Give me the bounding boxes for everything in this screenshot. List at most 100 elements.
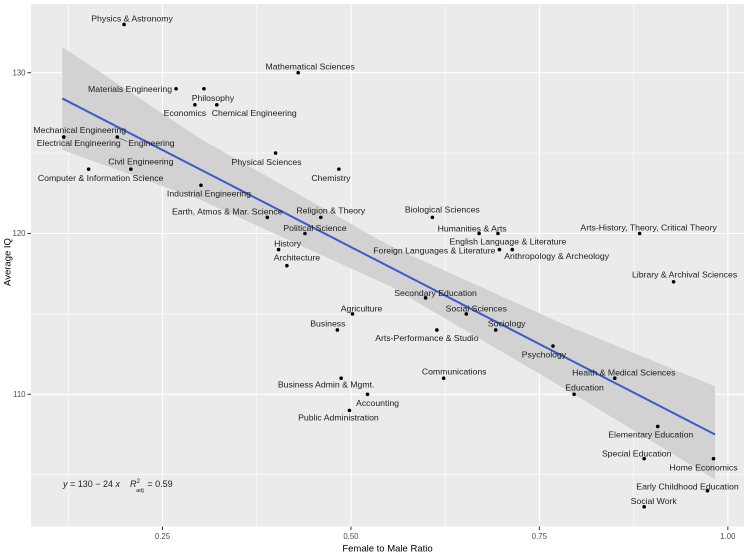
data-point bbox=[711, 456, 716, 461]
data-point bbox=[199, 183, 203, 188]
data-point bbox=[337, 167, 341, 171]
x-tick-label: 0.25 bbox=[155, 532, 171, 541]
data-point bbox=[477, 231, 481, 236]
regression-equation: y = 130 − 24 x R2 adj = 0.59 bbox=[62, 478, 173, 494]
point-label: History bbox=[274, 239, 302, 249]
point-label: Anthropology & Archeology bbox=[504, 251, 609, 261]
point-label: Early Childhood Education bbox=[636, 481, 739, 491]
point-label: Library & Archival Sciences bbox=[632, 270, 738, 280]
x-tick-label: 1.00 bbox=[720, 532, 736, 541]
point-label: Mechanical Engineering bbox=[33, 125, 126, 135]
data-point bbox=[61, 135, 66, 139]
point-label: Economics bbox=[164, 108, 207, 118]
data-point bbox=[510, 247, 515, 252]
point-label: Business Admin & Mgmt. bbox=[278, 380, 375, 390]
data-point bbox=[296, 70, 300, 75]
point-label: Public Administration bbox=[298, 412, 379, 422]
data-point bbox=[655, 424, 660, 429]
point-label: Philosophy bbox=[192, 93, 235, 103]
point-label: Agriculture bbox=[341, 303, 383, 313]
point-label: Secondary Education bbox=[394, 288, 477, 298]
point-label: Arts-Performance & Studio bbox=[375, 333, 478, 343]
point-label: Arts-History, Theory, Critical Theory bbox=[580, 223, 717, 233]
point-label: Religion & Theory bbox=[296, 205, 366, 215]
y-tick-label: 120 bbox=[12, 229, 26, 238]
data-point bbox=[318, 215, 323, 220]
data-point bbox=[671, 279, 676, 284]
data-point bbox=[285, 263, 289, 268]
point-label: Earth, Atmos & Mar. Science bbox=[172, 206, 283, 216]
point-label: Chemical Engineering bbox=[212, 108, 297, 118]
x-tick-label: 0.50 bbox=[343, 532, 359, 541]
data-point bbox=[430, 215, 435, 220]
point-label: Physical Sciences bbox=[232, 157, 303, 167]
point-label: Home Economics bbox=[669, 463, 738, 473]
data-point bbox=[276, 247, 281, 252]
point-label: Accounting bbox=[356, 398, 399, 408]
data-point bbox=[350, 312, 355, 316]
point-label: Social Work bbox=[631, 496, 678, 506]
data-point bbox=[193, 103, 197, 107]
point-label: English Language & Literature bbox=[449, 237, 566, 247]
data-point bbox=[202, 86, 206, 91]
y-tick-label: 110 bbox=[13, 390, 26, 399]
data-point bbox=[441, 376, 446, 381]
data-point bbox=[572, 392, 576, 397]
point-label: Business bbox=[310, 318, 346, 328]
data-point bbox=[705, 488, 710, 493]
data-point bbox=[129, 167, 133, 171]
point-label: Sociology bbox=[488, 318, 526, 328]
data-point bbox=[423, 296, 428, 300]
data-point bbox=[174, 86, 178, 91]
point-label: Political Science bbox=[283, 223, 346, 233]
data-point bbox=[365, 392, 370, 397]
data-point bbox=[497, 247, 502, 252]
point-label: Chemistry bbox=[311, 173, 351, 183]
point-label: Materials Engineering bbox=[88, 84, 172, 94]
data-point bbox=[464, 312, 469, 316]
data-point bbox=[115, 135, 120, 139]
data-point bbox=[273, 151, 278, 155]
data-point bbox=[642, 505, 646, 509]
point-label: Engineering bbox=[128, 138, 175, 148]
point-label: Biological Sciences bbox=[405, 204, 481, 214]
data-point bbox=[335, 328, 340, 332]
data-point bbox=[496, 231, 500, 236]
point-label: Education bbox=[565, 382, 604, 392]
point-label: Computer & Information Science bbox=[38, 173, 164, 183]
data-point bbox=[347, 408, 352, 413]
data-point bbox=[435, 328, 439, 332]
y-axis-title: Average IQ bbox=[3, 238, 14, 286]
point-label: Health & Medical Sciences bbox=[572, 368, 676, 378]
data-point bbox=[339, 376, 343, 381]
point-label: Civil Engineering bbox=[108, 157, 173, 167]
data-point bbox=[303, 231, 307, 236]
point-label: Foreign Languages & Literature bbox=[373, 246, 495, 256]
point-label: Mathematical Sciences bbox=[266, 62, 356, 72]
point-label: Psychology bbox=[522, 350, 567, 360]
y-tick-label: 130 bbox=[12, 68, 26, 77]
data-point bbox=[637, 231, 642, 236]
point-label: Electrical Engineering bbox=[37, 138, 121, 148]
point-label: Humanities & Arts bbox=[438, 224, 508, 234]
data-point bbox=[122, 22, 126, 27]
data-point bbox=[551, 344, 555, 348]
confidence-band bbox=[62, 47, 715, 480]
regression-line bbox=[61, 97, 716, 436]
label-connector bbox=[118, 137, 128, 142]
data-point bbox=[642, 456, 646, 461]
x-axis-title: Female to Male Ratio bbox=[342, 544, 432, 555]
data-point bbox=[214, 103, 219, 107]
data-point bbox=[86, 167, 91, 171]
data-point bbox=[612, 376, 617, 381]
x-tick-label: 0.75 bbox=[532, 532, 548, 541]
point-label: Physics & Astronomy bbox=[91, 13, 173, 23]
data-point bbox=[265, 215, 270, 220]
point-label: Social Sciences bbox=[446, 303, 508, 313]
point-label: Elementary Education bbox=[608, 429, 693, 439]
point-label: Communications bbox=[422, 367, 487, 377]
data-point bbox=[493, 328, 498, 332]
point-label: Architecture bbox=[274, 253, 321, 263]
